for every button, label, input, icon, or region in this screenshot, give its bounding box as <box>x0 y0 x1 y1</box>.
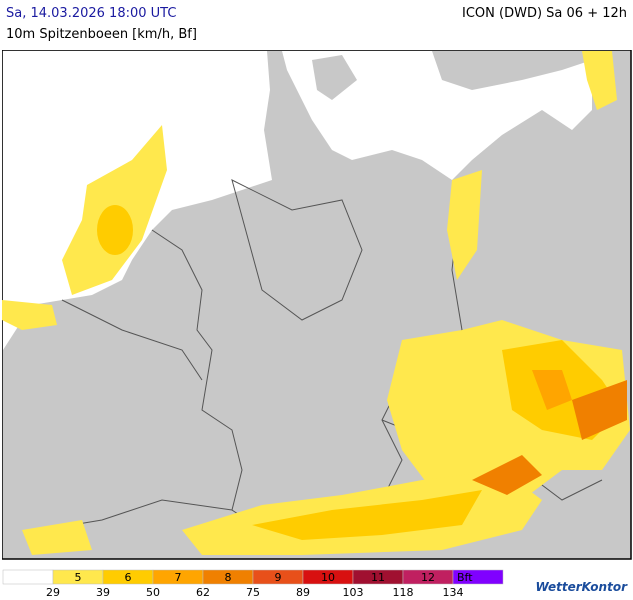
parameter: 10m Spitzenboeen [km/h, Bf] <box>6 27 197 42</box>
legend-swatch <box>452 569 504 585</box>
valid-time: Sa, 14.03.2026 18:00 UTC <box>6 6 177 21</box>
legend-kmh-label: 50 <box>146 586 160 599</box>
legend-swatch <box>2 569 54 585</box>
legend-bft-label: 12 <box>421 571 435 584</box>
legend-kmh-label: 75 <box>246 586 260 599</box>
legend-bft-label: 9 <box>275 571 282 584</box>
map <box>2 50 632 560</box>
legend-kmh-label: 134 <box>443 586 464 599</box>
legend-kmh-label: 39 <box>96 586 110 599</box>
island <box>312 55 357 100</box>
legend-kmh-label: 29 <box>46 586 60 599</box>
model-run: ICON (DWD) Sa 06 + 12h <box>462 6 627 21</box>
legend-bft-label: 8 <box>225 571 232 584</box>
logo: WetterKontor <box>535 580 627 594</box>
legend-bft-label: Bft <box>457 571 473 584</box>
legend-bft-label: 10 <box>321 571 335 584</box>
legend-bft-label: 7 <box>175 571 182 584</box>
legend-bft-label: 5 <box>75 571 82 584</box>
legend-kmh-label: 89 <box>296 586 310 599</box>
baltic-sea <box>282 51 592 180</box>
legend-kmh-label: 103 <box>343 586 364 599</box>
legend-kmh-label: 118 <box>393 586 414 599</box>
legend-bft-label: 11 <box>371 571 385 584</box>
gust-areas <box>2 51 630 555</box>
legend-bft-label: 6 <box>125 571 132 584</box>
legend-kmh-label: 62 <box>196 586 210 599</box>
